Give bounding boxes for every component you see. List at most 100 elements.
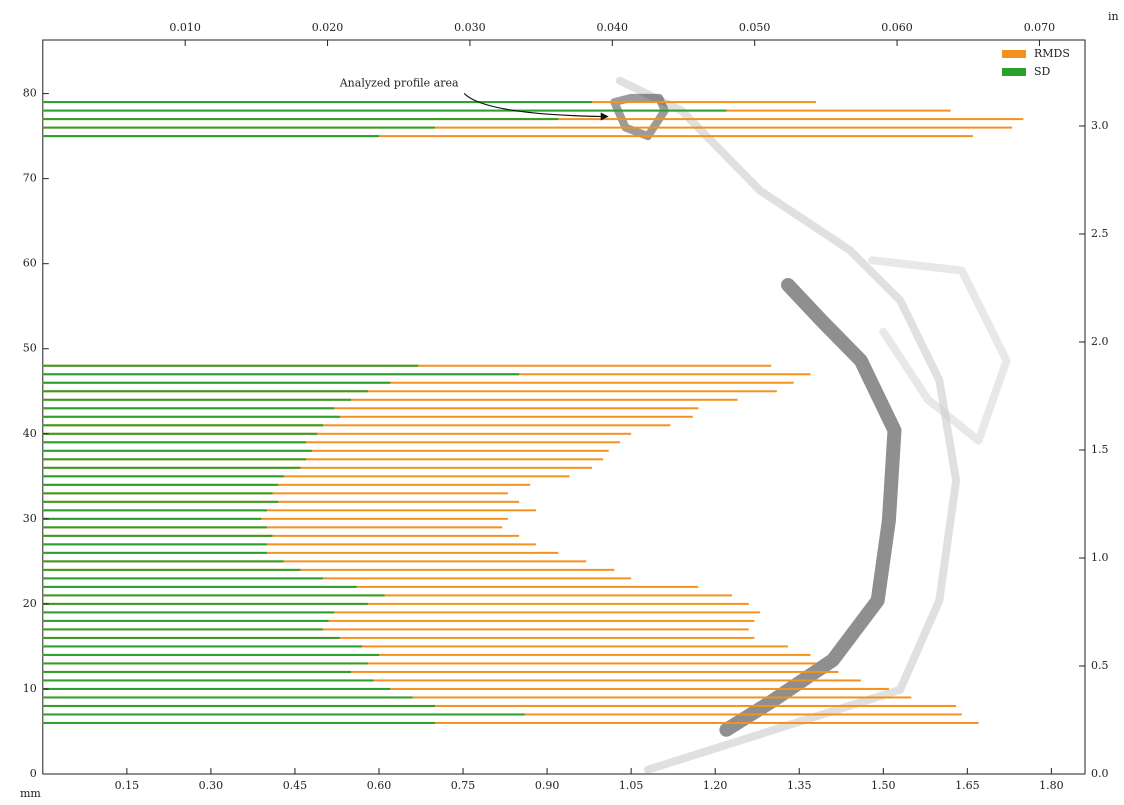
- bar: [42, 492, 508, 495]
- x2-tick-label: 0.050: [739, 21, 771, 34]
- x-tick-label: 1.20: [703, 779, 728, 792]
- x-tick-label: 1.05: [619, 779, 644, 792]
- x-tick-label: 0.60: [367, 779, 392, 792]
- bar: [42, 568, 301, 571]
- bar: [42, 704, 957, 707]
- bar: [42, 500, 520, 503]
- x-tick-label: 1.50: [871, 779, 896, 792]
- bar: [42, 466, 592, 469]
- legend-swatch: [1002, 50, 1026, 58]
- bar: [42, 458, 604, 461]
- bar: [42, 543, 267, 546]
- bar: [42, 135, 379, 138]
- x2-axis-label: in: [1108, 10, 1119, 23]
- annotation: Analyzed profile area: [339, 76, 459, 89]
- bar: [42, 645, 363, 648]
- bar: [42, 509, 267, 512]
- bar: [42, 636, 340, 639]
- bar: [42, 483, 279, 486]
- y2-tick-label: 0.5: [1091, 659, 1109, 672]
- annotation-arrow: [463, 92, 605, 118]
- x2-tick-label: 0.030: [454, 21, 486, 34]
- bar: [42, 424, 323, 427]
- bar: [42, 696, 413, 699]
- bar: [42, 475, 284, 478]
- bar: [42, 534, 520, 537]
- bar: [42, 500, 279, 503]
- bar: [42, 466, 301, 469]
- bar: [42, 483, 531, 486]
- y-tick-label: 0: [30, 767, 37, 780]
- bar: [42, 526, 267, 529]
- bar: [42, 619, 755, 622]
- bar: [42, 526, 503, 529]
- bar: [42, 101, 592, 104]
- bar: [42, 721, 436, 724]
- bar: [42, 653, 811, 656]
- bar: [42, 704, 436, 707]
- bar: [42, 126, 436, 129]
- bar: [42, 585, 699, 588]
- x2-tick-label: 0.020: [312, 21, 344, 34]
- arrow-head: [600, 112, 609, 121]
- y2-tick-label: 2.0: [1091, 335, 1109, 348]
- bar: [42, 449, 609, 452]
- bar: [42, 109, 727, 112]
- y-tick-label: 30: [23, 512, 37, 525]
- y-tick-label: 50: [23, 342, 37, 355]
- bar: [42, 517, 262, 520]
- x2-tick-label: 0.040: [597, 21, 629, 34]
- y2-tick-label: 3.0: [1091, 119, 1109, 132]
- bar: [42, 594, 385, 597]
- bar: [42, 398, 738, 401]
- x-tick-label: 0.30: [199, 779, 224, 792]
- x-tick-label: 0.75: [451, 779, 476, 792]
- bar: [42, 653, 379, 656]
- bar: [42, 628, 749, 631]
- profile-points: [615, 76, 961, 774]
- bar: [42, 619, 329, 622]
- x-tick-label: 1.35: [787, 779, 812, 792]
- bar: [42, 687, 391, 690]
- bar: [42, 407, 699, 410]
- bar: [42, 602, 368, 605]
- bar: [42, 475, 570, 478]
- x2-tick-label: 0.070: [1024, 21, 1056, 34]
- bar: [42, 517, 508, 520]
- bar: [42, 432, 318, 435]
- bar: [42, 543, 536, 546]
- bar: [42, 415, 693, 418]
- y-tick-label: 40: [23, 427, 37, 440]
- y2-tick-label: 1.5: [1091, 443, 1109, 456]
- bar: [42, 373, 520, 376]
- bar: [42, 679, 861, 682]
- profile-points: [719, 277, 902, 737]
- x-tick-label: 0.45: [283, 779, 308, 792]
- bar: [42, 679, 374, 682]
- bar: [42, 551, 559, 554]
- y-tick-label: 70: [23, 172, 37, 185]
- bar: [42, 611, 335, 614]
- y-tick-label: 60: [23, 257, 37, 270]
- bar: [42, 628, 323, 631]
- legend-label: SD: [1034, 65, 1051, 78]
- bar: [42, 721, 979, 724]
- bar: [42, 449, 312, 452]
- bar: [42, 118, 559, 121]
- bar: [42, 381, 794, 384]
- bar: [42, 135, 973, 138]
- bar: [42, 611, 761, 614]
- bar: [42, 432, 632, 435]
- y2-tick-label: 1.0: [1091, 551, 1109, 564]
- y2-tick-label: 0.0: [1091, 767, 1109, 780]
- profile-points: [610, 93, 669, 141]
- bar: [42, 670, 839, 673]
- marks: [42, 76, 1024, 774]
- x2-tick-label: 0.060: [881, 21, 913, 34]
- bar: [42, 568, 615, 571]
- bar: [42, 670, 351, 673]
- legend-label: RMDS: [1034, 47, 1070, 60]
- bar: [42, 534, 273, 537]
- bar: [42, 126, 1013, 129]
